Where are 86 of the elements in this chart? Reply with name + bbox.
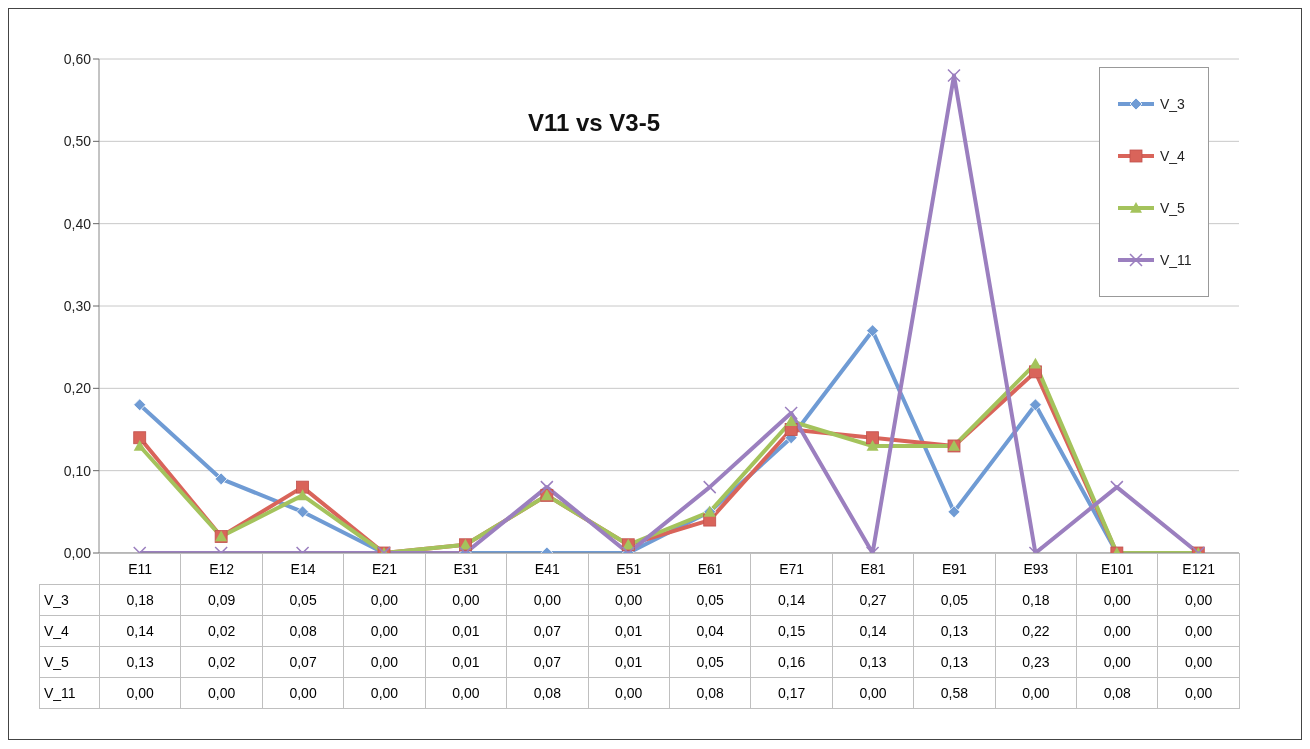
data-label: 0,00	[1157, 677, 1240, 709]
y-tick-label: 0,40	[63, 215, 92, 232]
data-label: 0,09	[180, 584, 263, 616]
data-label: 0,08	[1076, 677, 1158, 709]
legend-label: V_11	[1160, 252, 1192, 268]
data-label: 0,00	[1157, 615, 1240, 647]
text: V_3	[44, 592, 69, 608]
data-label: 0,16	[750, 646, 833, 678]
data-label: 0,00	[425, 584, 507, 616]
data-label: 0,08	[669, 677, 751, 709]
x-tick-label: E71	[750, 553, 833, 585]
data-label: 0,00	[588, 584, 670, 616]
x-tick-label: E41	[506, 553, 589, 585]
data-label: 0,13	[832, 646, 914, 678]
legend-label: V_3	[1160, 96, 1185, 112]
data-label: 0,14	[750, 584, 833, 616]
data-label: 0,00	[588, 677, 670, 709]
data-label: 0,23	[995, 646, 1077, 678]
data-label: 0,58	[913, 677, 996, 709]
x-tick-label: E51	[588, 553, 670, 585]
data-label: 0,00	[1076, 584, 1158, 616]
data-label: 0,07	[506, 615, 589, 647]
text: V_11	[44, 685, 76, 701]
data-label: 0,15	[750, 615, 833, 647]
x-tick-label: E101	[1076, 553, 1158, 585]
data-label: 0,00	[343, 677, 426, 709]
y-tick-label: 0,30	[63, 297, 92, 314]
data-label: 0,00	[1157, 646, 1240, 678]
y-tick-label: 0,00	[63, 544, 92, 561]
data-label: 0,00	[343, 584, 426, 616]
text: V_4	[44, 623, 69, 639]
data-label: 0,13	[913, 646, 996, 678]
data-label: 0,00	[1076, 646, 1158, 678]
data-label: 0,08	[506, 677, 589, 709]
x-tick-label: E11	[99, 553, 181, 585]
data-label: 0,05	[669, 646, 751, 678]
data-label: 0,02	[180, 646, 263, 678]
data-label: 0,00	[425, 677, 507, 709]
x-tick-label: E21	[343, 553, 426, 585]
y-tick-label: 0,10	[63, 462, 92, 479]
x-tick-label: E91	[913, 553, 996, 585]
text: V11 vs V3-5	[526, 109, 662, 137]
data-label: 0,01	[588, 615, 670, 647]
data-label: 0,00	[343, 615, 426, 647]
data-label: 0,13	[913, 615, 996, 647]
data-label: 0,00	[343, 646, 426, 678]
data-label: 0,02	[180, 615, 263, 647]
x-tick-label: E12	[180, 553, 263, 585]
data-label: 0,27	[832, 584, 914, 616]
data-label: 0,01	[425, 615, 507, 647]
data-label: 0,05	[262, 584, 344, 616]
data-label: 0,04	[669, 615, 751, 647]
data-label: 0,14	[99, 615, 181, 647]
data-label: 0,14	[832, 615, 914, 647]
data-label: 0,00	[180, 677, 263, 709]
legend-label: V_4	[1160, 148, 1185, 164]
data-label: 0,05	[913, 584, 996, 616]
data-label: 0,17	[750, 677, 833, 709]
data-label: 0,13	[99, 646, 181, 678]
text: V_5	[44, 654, 69, 670]
x-tick-label: E121	[1157, 553, 1240, 585]
data-label: 0,01	[588, 646, 670, 678]
x-tick-label: E61	[669, 553, 751, 585]
data-label: 0,00	[99, 677, 181, 709]
y-tick-label: 0,60	[63, 50, 92, 67]
data-label: 0,01	[425, 646, 507, 678]
y-tick-label: 0,50	[63, 133, 92, 150]
data-label: 0,07	[506, 646, 589, 678]
x-tick-label: E14	[262, 553, 344, 585]
y-tick-label: 0,20	[63, 380, 92, 397]
data-label: 0,00	[832, 677, 914, 709]
x-tick-label: E81	[832, 553, 914, 585]
data-label: 0,18	[995, 584, 1077, 616]
data-label: 0,00	[1076, 615, 1158, 647]
x-tick-label: E93	[995, 553, 1077, 585]
legend-label: V_5	[1160, 200, 1185, 216]
data-label: 0,18	[99, 584, 181, 616]
x-tick-label: E31	[425, 553, 507, 585]
data-label: 0,00	[1157, 584, 1240, 616]
data-label: 0,05	[669, 584, 751, 616]
data-label: 0,00	[995, 677, 1077, 709]
data-label: 0,22	[995, 615, 1077, 647]
data-label: 0,00	[506, 584, 589, 616]
data-label: 0,07	[262, 646, 344, 678]
data-label: 0,00	[262, 677, 344, 709]
data-label: 0,08	[262, 615, 344, 647]
